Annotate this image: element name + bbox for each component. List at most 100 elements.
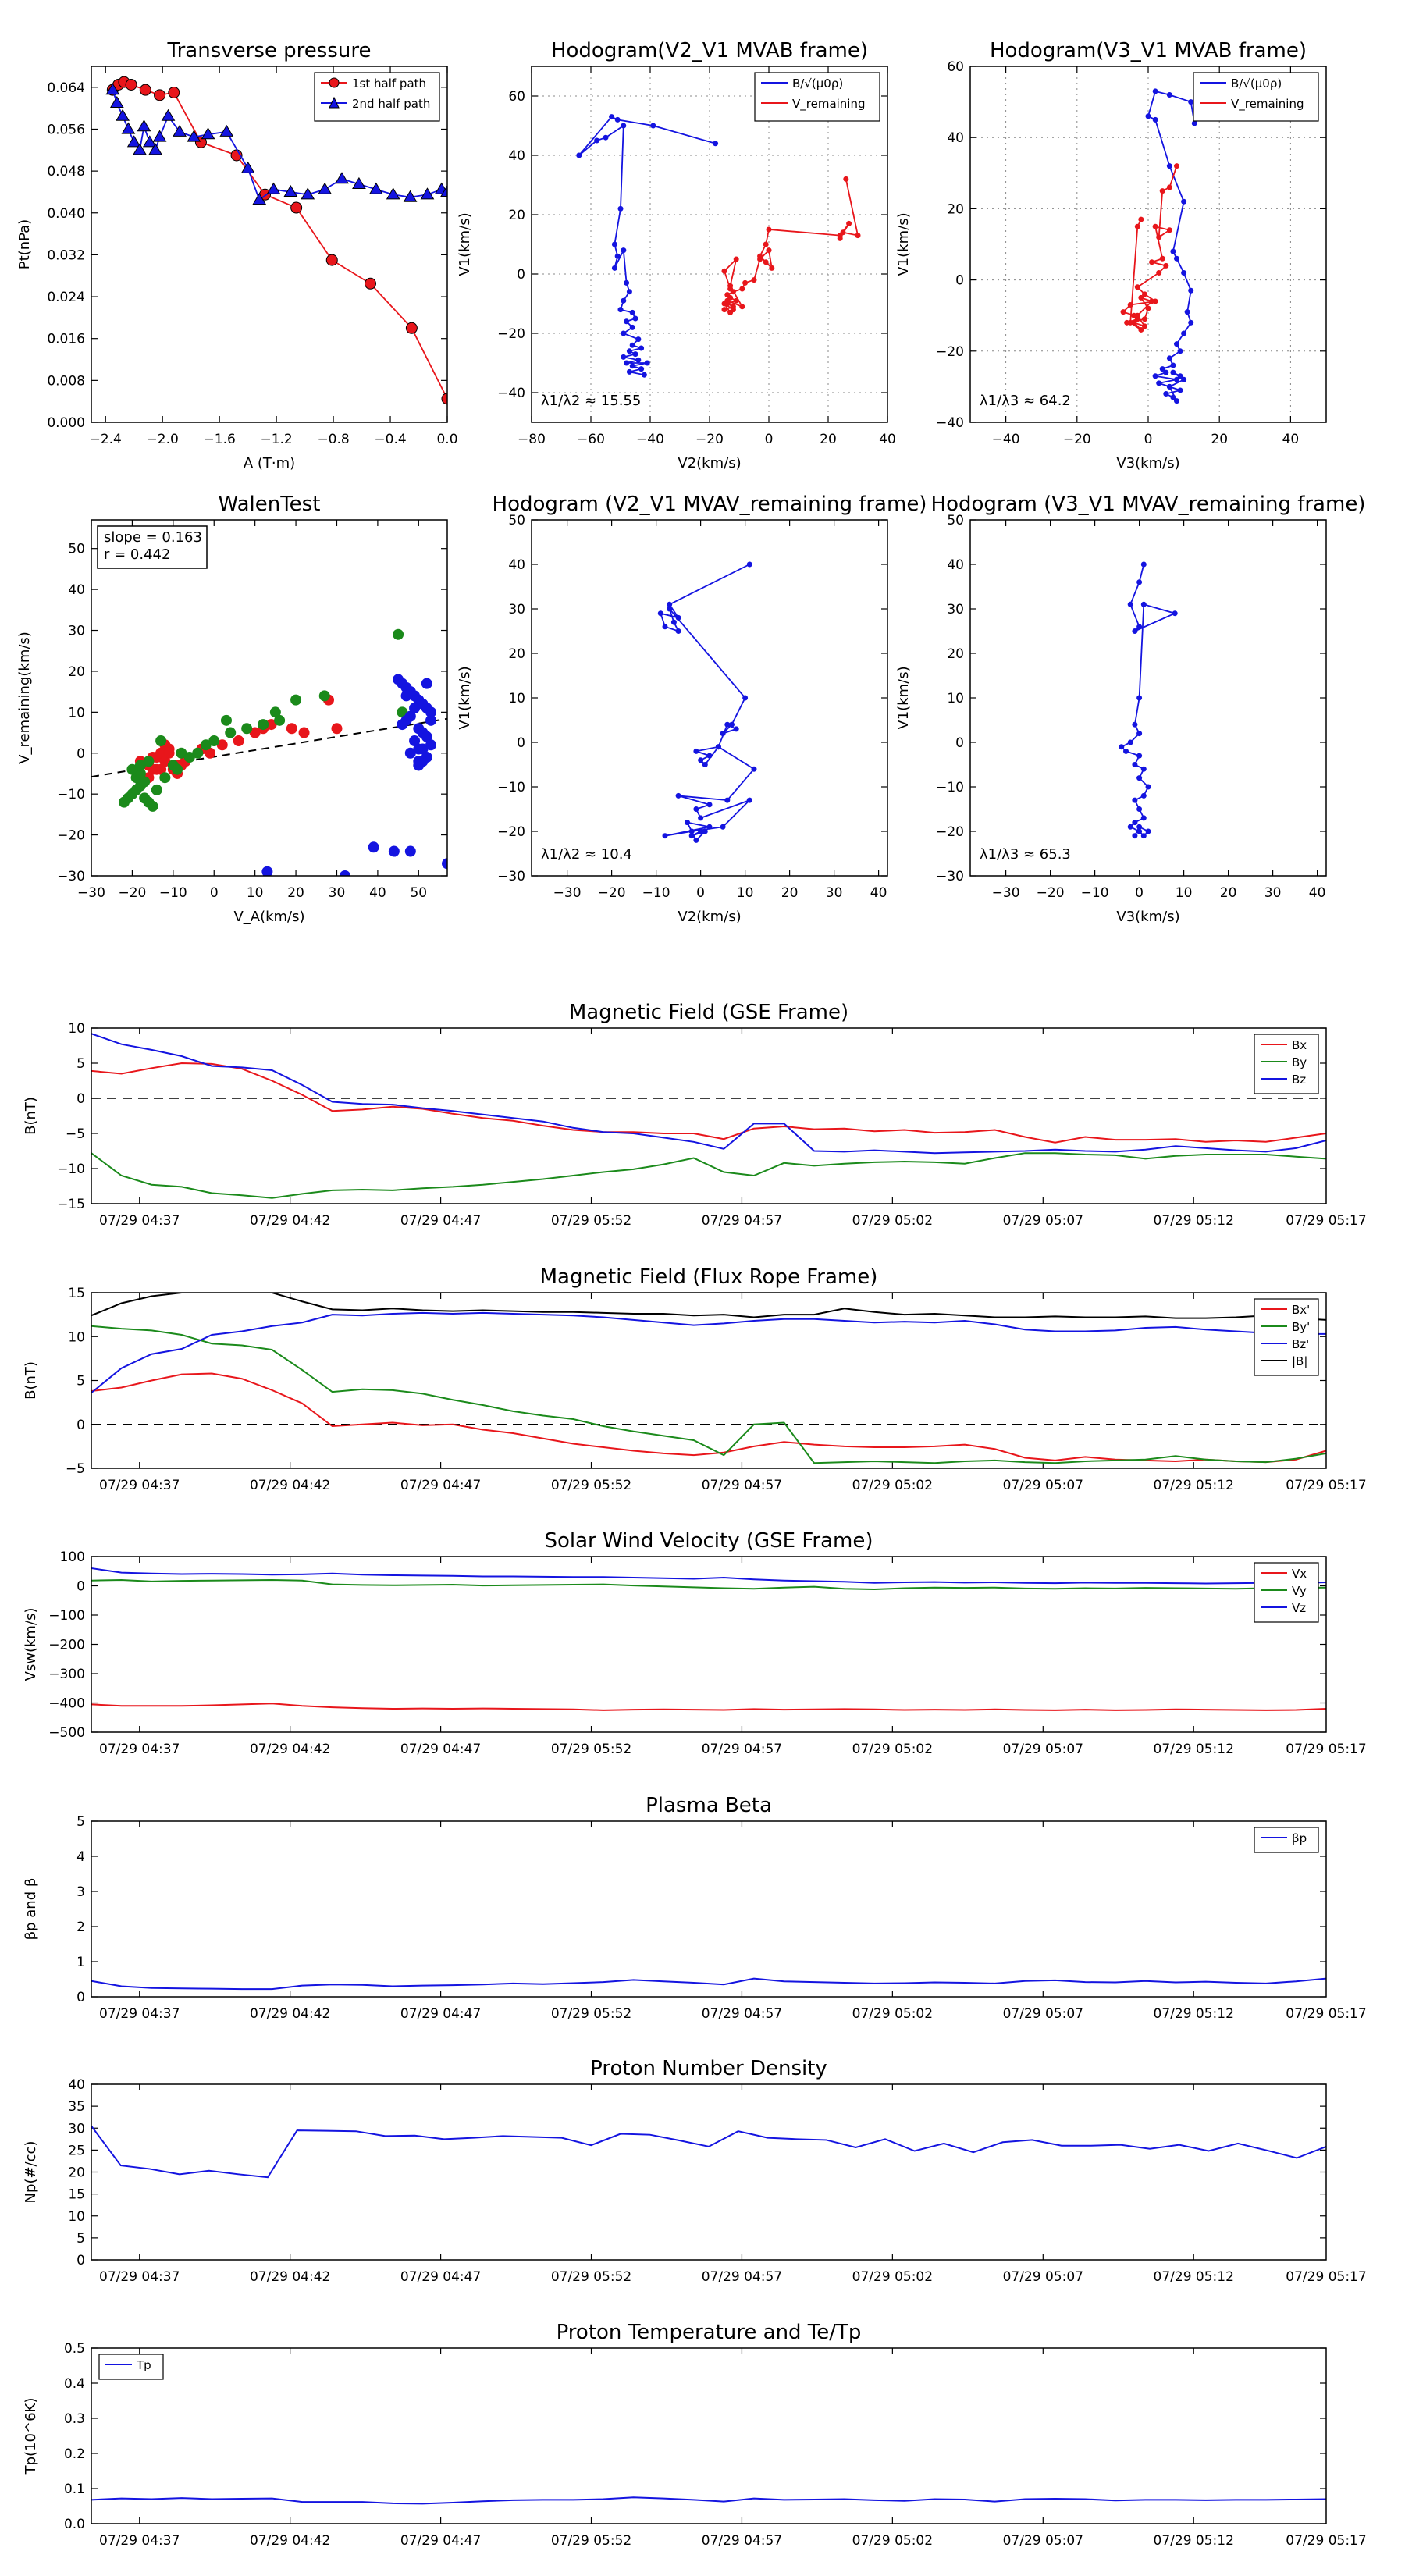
data-point	[1163, 262, 1169, 269]
data-point	[1123, 748, 1129, 754]
plot-frame	[91, 519, 448, 877]
data-point	[252, 193, 267, 205]
y-tick-label: 0.4	[64, 2376, 85, 2392]
y-tick-label: 0	[76, 1091, 85, 1107]
x-tick-label: −20	[118, 885, 146, 901]
data-point	[1132, 721, 1138, 728]
legend: Tp	[98, 2354, 164, 2380]
data-point	[1173, 376, 1179, 382]
data-point	[325, 254, 338, 266]
data-point	[1127, 824, 1133, 830]
data-point	[1136, 806, 1143, 812]
chart-hodo_v2v1_mvab: Hodogram(V2_V1 MVAB frame) −40 −20 0 20 40 60 −…	[457, 39, 896, 471]
data-point	[724, 721, 731, 728]
y-tick-label: −30	[57, 869, 85, 884]
series-line-Bz	[91, 1311, 1326, 1394]
data-point	[261, 866, 273, 876]
data-point	[733, 256, 739, 262]
data-point	[635, 357, 642, 363]
y-tick-label: 0	[955, 735, 964, 751]
data-point	[644, 360, 650, 366]
data-point	[632, 351, 638, 358]
legend-label: Tp	[136, 2358, 151, 2372]
legend-label: Vy	[1292, 1584, 1307, 1598]
plot-frame	[531, 519, 888, 877]
x-tick-label: 20	[1211, 432, 1228, 447]
data-point	[290, 694, 302, 706]
data-point	[404, 845, 416, 857]
y-tick-label: 40	[508, 148, 525, 164]
data-point	[1166, 163, 1172, 169]
data-point	[109, 95, 124, 109]
x-tick-label: 07/29 04:42	[250, 1478, 330, 1493]
y-tick-label: 60	[508, 89, 525, 105]
data-point	[1159, 255, 1165, 262]
data-point	[147, 800, 158, 812]
y-axis-label: B(nT)	[23, 1361, 39, 1400]
x-tick-label: 07/29 05:52	[551, 1213, 631, 1229]
legend-label: Bz	[1292, 1073, 1306, 1087]
data-point	[638, 345, 645, 351]
data-point	[1163, 369, 1169, 375]
data-point	[274, 714, 286, 726]
series-line-Vx	[91, 1703, 1326, 1711]
data-point	[1127, 739, 1133, 745]
data-point	[148, 143, 162, 155]
data-point	[629, 309, 635, 315]
x-tick-label: 07/29 04:42	[250, 2269, 330, 2285]
data-point	[706, 753, 713, 759]
data-point	[667, 606, 673, 612]
data-point	[1136, 579, 1143, 585]
data-point	[763, 241, 769, 247]
y-tick-label: −10	[57, 787, 85, 802]
legend: B/√(μ0ρ) V_remaining	[1193, 72, 1319, 122]
series-line-blue	[659, 564, 756, 841]
data-point	[283, 184, 298, 197]
y-tick-label: 30	[947, 602, 964, 617]
plot-area	[91, 2125, 1326, 2179]
data-point	[1188, 99, 1194, 105]
data-point	[1156, 269, 1162, 276]
y-tick-label: 5	[76, 1374, 85, 1389]
series-line-p	[91, 1977, 1326, 1991]
y-tick-label: 0.2	[64, 2446, 85, 2462]
data-point	[208, 735, 220, 747]
y-tick-label: 10	[508, 691, 525, 706]
plot-area	[576, 114, 861, 378]
data-point	[614, 116, 621, 123]
legend-label: Vx	[1292, 1567, 1307, 1581]
y-tick-label: 0	[76, 1579, 85, 1595]
data-point	[258, 719, 269, 731]
series-line-Tp	[91, 2496, 1326, 2505]
data-point	[629, 363, 635, 369]
x-tick-label: 07/29 05:12	[1154, 1213, 1234, 1229]
x-tick-label: −20	[1037, 885, 1065, 901]
data-point	[233, 735, 244, 747]
annotation-box	[97, 525, 208, 569]
x-tick-label: 07/29 05:07	[1003, 2533, 1083, 2549]
data-point	[624, 318, 630, 325]
y-tick-label: −40	[497, 386, 525, 401]
data-point	[751, 766, 757, 772]
data-point	[1140, 601, 1147, 607]
data-point	[1173, 255, 1179, 262]
data-point	[769, 265, 775, 271]
data-point	[1166, 355, 1172, 361]
y-tick-label: 0.064	[47, 80, 85, 96]
x-tick-label: 07/29 04:47	[400, 1742, 481, 1757]
y-tick-label: 5	[76, 2231, 85, 2247]
legend: βp	[1254, 1827, 1319, 1853]
data-point	[240, 161, 255, 173]
y-tick-label: −20	[936, 824, 964, 840]
plot-area	[91, 1293, 1326, 1464]
chart-title: Magnetic Field (Flux Rope Frame)	[540, 1265, 878, 1289]
data-point	[1184, 309, 1190, 315]
chart-title: Transverse pressure	[167, 39, 372, 62]
x-tick-label: −30	[992, 885, 1020, 901]
data-point	[442, 858, 447, 870]
legend: 1st half path 2nd half path	[314, 72, 440, 122]
y-tick-label: 0	[76, 746, 85, 762]
data-point	[721, 307, 727, 313]
data-point	[187, 130, 201, 142]
